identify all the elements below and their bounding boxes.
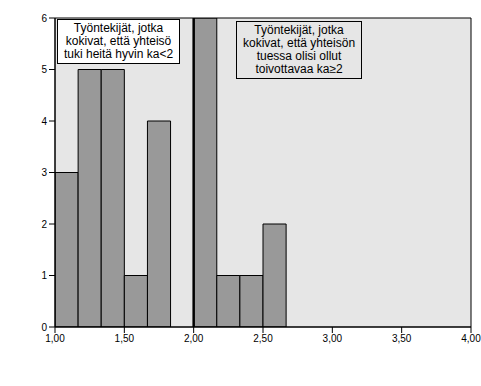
svg-text:4: 4 bbox=[41, 116, 47, 127]
svg-text:2,00: 2,00 bbox=[184, 333, 204, 344]
svg-text:3,00: 3,00 bbox=[323, 333, 343, 344]
svg-text:1,00: 1,00 bbox=[45, 333, 65, 344]
svg-text:3,50: 3,50 bbox=[392, 333, 412, 344]
html-text:kokivat, että yhteisö: kokivat, että yhteisö bbox=[65, 34, 172, 48]
svg-text:4,00: 4,00 bbox=[461, 333, 481, 344]
svg-text:5: 5 bbox=[41, 64, 47, 75]
svg-text:6: 6 bbox=[41, 13, 47, 24]
html-text:tuessa olisi ollut: tuessa olisi ollut bbox=[256, 49, 342, 63]
svg-text:2,50: 2,50 bbox=[253, 333, 273, 344]
svg-text:1: 1 bbox=[41, 270, 47, 281]
html-text:Työntekijät, jotka: Työntekijät, jotka bbox=[73, 21, 164, 35]
html-text:tuki heitä hyvin ka<2: tuki heitä hyvin ka<2 bbox=[64, 47, 174, 61]
svg-text:3: 3 bbox=[41, 167, 47, 178]
svg-text:1,50: 1,50 bbox=[115, 333, 135, 344]
svg-text:0: 0 bbox=[41, 322, 47, 333]
html-text:Työntekijät, jotka: Työntekijät, jotka bbox=[254, 23, 344, 37]
svg-text:2: 2 bbox=[41, 219, 47, 230]
html-text:kokivat, että yhteisön: kokivat, että yhteisön bbox=[243, 36, 356, 50]
html-text:toivottavaa ka≥2: toivottavaa ka≥2 bbox=[255, 62, 343, 76]
